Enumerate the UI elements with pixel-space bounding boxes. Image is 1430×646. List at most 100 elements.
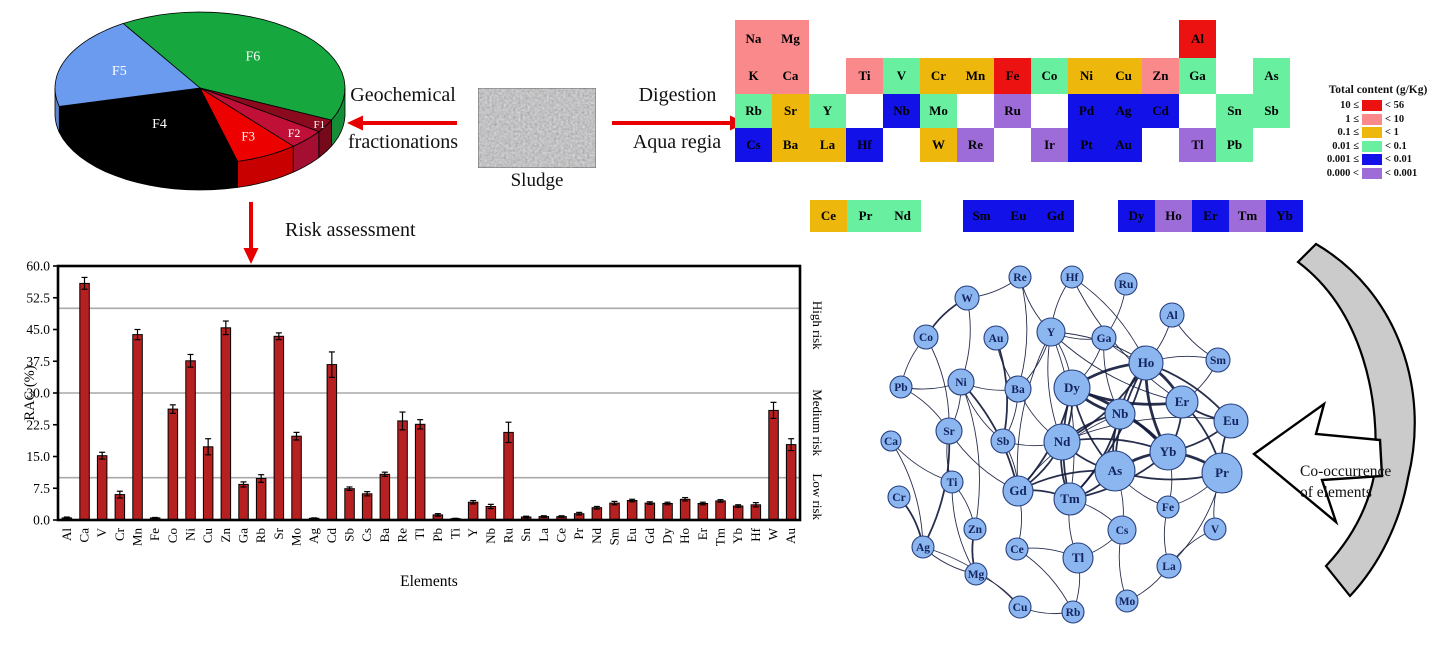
bar-Er: [697, 503, 709, 521]
ptable-cell-Sb: Sb: [1253, 94, 1290, 128]
network-node-As: [1094, 450, 1136, 492]
pie-label-F3: F3: [241, 129, 255, 144]
legend-row-2: 0.1 ≤ < 1: [1323, 126, 1430, 140]
network-node-label-Mg: Mg: [968, 569, 985, 581]
ytick-label-8: 60.0: [26, 259, 50, 274]
bar-Ca: [79, 282, 90, 521]
legend-row-0: 10 ≤ < 56: [1323, 99, 1430, 113]
network-node-label-Sb: Sb: [997, 436, 1010, 448]
cooccurrence-label: Co-occurrence of elements: [1300, 462, 1428, 504]
bar-Zn: [220, 327, 232, 521]
network-node-label-Ga: Ga: [1097, 333, 1112, 345]
bar-Cd: [326, 364, 338, 521]
y-axis-label: RAC (%): [22, 365, 38, 420]
network-node-label-Yb: Yb: [1160, 444, 1177, 459]
legend-row-1: 1 ≤ < 10: [1323, 113, 1430, 127]
network-node-label-Ti: Ti: [947, 477, 958, 489]
ptable-cell-Gd: Gd: [1037, 200, 1074, 232]
xtick-Hf: Hf: [748, 527, 763, 541]
xtick-Re: Re: [395, 528, 410, 543]
network-node-label-Cu: Cu: [1013, 602, 1028, 614]
xtick-Cs: Cs: [359, 528, 374, 542]
cooccurrence-network: Re Hf Ru W Co Au Y Ga Al Sm Pb Ni Ba Dy Ho Nb Er Eu Ca Sr Sb…: [880, 265, 1249, 624]
risk-zone-label-2: Low risk: [810, 473, 825, 520]
legend-swatch-icon: [1362, 140, 1382, 152]
ptable-cell-Ru: Ru: [994, 94, 1031, 128]
ptable-cell-Ho: Ho: [1155, 200, 1192, 232]
ptable-cell-Dy: Dy: [1118, 200, 1155, 232]
network-node-label-Dy: Dy: [1064, 380, 1080, 395]
legend-upper-bound: < 56: [1385, 100, 1405, 112]
bar-Au: [785, 444, 797, 521]
network-node-label-Pb: Pb: [894, 382, 907, 394]
ptable-cell-W: W: [920, 128, 957, 162]
xtick-Ce: Ce: [554, 528, 569, 543]
network-node-Re: [1008, 265, 1032, 289]
bar-Sr: [273, 335, 285, 521]
bar-Tm: [715, 500, 726, 521]
network-node-Cs: [1107, 515, 1137, 545]
xtick-Co: Co: [165, 528, 180, 543]
network-node-label-La: La: [1162, 561, 1176, 573]
network-node-Tl: [1062, 542, 1094, 574]
ptable-cell-Ir: Ir: [1031, 128, 1068, 162]
xtick-Cd: Cd: [324, 528, 339, 544]
ptable-cell-Rb: Rb: [735, 94, 772, 128]
network-node-Rb: [1061, 600, 1085, 624]
cooccurrence-arrow: [1252, 242, 1416, 598]
ptable-cell-Yb: Yb: [1266, 200, 1303, 232]
xtick-Cr: Cr: [112, 527, 127, 541]
legend-upper-bound: < 0.001: [1385, 167, 1418, 179]
network-node-label-Zn: Zn: [968, 524, 983, 536]
xtick-Ca: Ca: [77, 528, 92, 543]
ptable-cell-Co: Co: [1031, 58, 1068, 94]
network-node-label-Ba: Ba: [1011, 384, 1025, 396]
bar-Mn: [132, 334, 143, 521]
xtick-Tl: Tl: [412, 528, 427, 540]
network-edge-Y-Er: [1050, 331, 1183, 403]
ptable-cell-Ni: Ni: [1068, 58, 1105, 94]
ptable-cell-Ag: Ag: [1105, 94, 1142, 128]
ytick-label-2: 15.0: [26, 449, 50, 464]
xtick-Ba: Ba: [377, 528, 392, 543]
network-node-Au: [983, 325, 1009, 351]
network-node-Er: [1165, 385, 1199, 419]
network-node-Ca: [880, 430, 902, 452]
network-node-Gd: [1002, 475, 1034, 507]
ptable-cell-La: La: [809, 128, 846, 162]
network-node-label-Pr: Pr: [1215, 465, 1229, 480]
ptable-cell-Sn: Sn: [1216, 94, 1253, 128]
left-arrow-label-bottom: fractionations: [348, 131, 458, 153]
x-axis-label: Elements: [400, 573, 458, 590]
ptable-cell-Ca: Ca: [772, 58, 809, 94]
network-node-label-Eu: Eu: [1223, 413, 1239, 428]
network-node-label-Ho: Ho: [1138, 355, 1155, 370]
network-node-label-Ni: Ni: [955, 377, 967, 389]
xtick-Sr: Sr: [271, 527, 286, 539]
network-node-Sr: [935, 417, 963, 445]
pie-label-F6: F6: [245, 50, 260, 65]
ptable-cell-Cr: Cr: [920, 58, 957, 94]
network-node-Ni: [947, 368, 975, 396]
xtick-Dy: Dy: [660, 528, 675, 544]
bar-Cu: [202, 446, 214, 521]
legend-lower-bound: 0.000 <: [1326, 167, 1359, 179]
xtick-Sn: Sn: [518, 528, 533, 542]
network-edge-Nd-Eu: [1061, 416, 1232, 443]
legend-upper-bound: < 0.1: [1385, 140, 1407, 152]
network-node-label-Tl: Tl: [1072, 550, 1085, 565]
bar-Ru: [503, 431, 514, 521]
ptable-cell-Ti: Ti: [846, 58, 883, 94]
network-node-label-Sm: Sm: [1210, 355, 1226, 367]
network-node-Nd: [1043, 423, 1081, 461]
network-node-label-As: As: [1108, 463, 1122, 478]
ptable-cell-Ce: Ce: [810, 200, 847, 232]
xtick-La: La: [536, 528, 551, 542]
network-node-Sm: [1205, 347, 1231, 373]
ptable-cell-Ga: Ga: [1179, 58, 1216, 94]
network-node-label-W: W: [961, 293, 973, 305]
risk-zone-label-1: Medium risk: [810, 389, 825, 456]
network-node-Co: [913, 324, 939, 350]
ptable-cell-Cs: Cs: [735, 128, 772, 162]
ptable-cell-Tm: Tm: [1229, 200, 1266, 232]
